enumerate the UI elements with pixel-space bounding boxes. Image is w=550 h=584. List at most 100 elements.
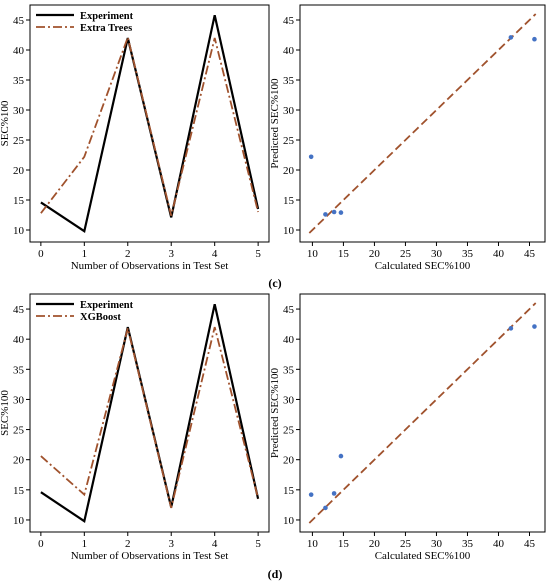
y-tick-label: 30 [283, 394, 295, 406]
y-tick-label: 35 [283, 364, 295, 376]
y-tick-label: 10 [13, 515, 25, 527]
y-tick-label: 10 [283, 515, 295, 527]
x-tick-label: 2 [125, 248, 131, 260]
y-tick-label: 20 [283, 165, 295, 177]
x-tick-label: 40 [493, 538, 505, 550]
x-tick-label: 30 [431, 538, 443, 550]
y-tick-label: 15 [13, 485, 25, 497]
series-line-1 [40, 326, 259, 509]
series-line-1 [40, 34, 259, 216]
x-tick-label: 15 [338, 248, 350, 260]
y-tick-label: 25 [283, 425, 295, 437]
x-tick-label: 25 [400, 248, 412, 260]
y-tick-label: 15 [13, 195, 25, 207]
legend-label: Extra Trees [80, 23, 132, 34]
y-tick-label: 40 [283, 334, 295, 346]
plot-frame [29, 4, 270, 243]
y-tick-label: 25 [283, 135, 295, 147]
x-tick-label: 4 [212, 248, 218, 260]
y-axis-label: SEC%100 [0, 100, 11, 146]
y-tick-label: 45 [283, 15, 295, 27]
panel-caption: (c) [268, 276, 281, 290]
x-tick-label: 20 [369, 248, 381, 260]
y-axis-label: Predicted SEC%100 [269, 78, 281, 169]
y-tick-label: 20 [283, 455, 295, 467]
y-tick-label: 45 [13, 304, 25, 316]
data-point [331, 491, 337, 496]
x-tick-label: 20 [369, 538, 381, 550]
x-tick-label: 3 [168, 248, 174, 260]
data-point [308, 154, 314, 160]
x-tick-label: 0 [38, 538, 44, 550]
x-tick-label: 35 [462, 538, 474, 550]
x-axis-label: Number of Observations in Test Set [71, 260, 229, 272]
fit-line [308, 13, 537, 234]
y-tick-label: 40 [283, 45, 295, 57]
x-tick-label: 2 [125, 538, 131, 550]
x-tick-label: 5 [255, 538, 261, 550]
x-axis-label: Calculated SEC%100 [375, 260, 471, 272]
x-axis-label: Calculated SEC%100 [375, 550, 471, 562]
x-tick-label: 4 [212, 538, 218, 550]
legend-label: Experiment [80, 11, 134, 22]
x-axis-label: Number of Observations in Test Set [71, 550, 229, 562]
data-point [338, 453, 344, 459]
y-axis-label: SEC%100 [0, 390, 11, 436]
data-point [532, 324, 537, 329]
x-tick-label: 30 [431, 248, 443, 260]
panel-caption: (d) [268, 567, 283, 581]
x-tick-label: 1 [82, 538, 88, 550]
x-tick-label: 10 [307, 538, 319, 550]
data-point [331, 209, 337, 215]
data-point [508, 326, 514, 331]
plot-frame [29, 293, 270, 533]
y-tick-label: 45 [13, 15, 25, 27]
x-tick-label: 45 [524, 538, 536, 550]
y-tick-label: 40 [13, 334, 25, 346]
y-tick-label: 15 [283, 485, 295, 497]
legend-label: XGBoost [80, 312, 121, 323]
x-tick-label: 40 [493, 248, 505, 260]
y-tick-label: 30 [283, 105, 295, 117]
plot-frame [299, 4, 546, 243]
x-tick-label: 45 [524, 248, 536, 260]
x-tick-label: 10 [307, 248, 319, 260]
chart-panel-3: 10 15 20 25 30 35 40 45 10 15 20 25 30 35 40 45 Calculat… [269, 293, 546, 562]
y-tick-label: 10 [283, 225, 295, 237]
data-point [532, 36, 537, 42]
series-line-0 [40, 14, 260, 233]
data-point [308, 492, 314, 497]
legend-label: Experiment [80, 300, 134, 311]
x-tick-label: 3 [168, 538, 174, 550]
data-point [323, 505, 328, 511]
y-tick-label: 10 [13, 225, 25, 237]
x-tick-label: 0 [38, 248, 44, 260]
y-tick-label: 35 [13, 364, 25, 376]
x-tick-label: 5 [255, 248, 261, 260]
y-tick-label: 20 [13, 455, 25, 467]
y-tick-label: 20 [13, 165, 25, 177]
chart-panel-1: 10 15 20 25 30 35 40 45 10 15 20 25 30 35 40 45 Calculat… [269, 4, 546, 272]
x-tick-label: 35 [462, 248, 474, 260]
y-tick-label: 25 [13, 425, 25, 437]
data-point [323, 212, 328, 217]
y-tick-label: 35 [13, 75, 25, 87]
plot-frame [299, 293, 546, 533]
data-point [338, 210, 344, 215]
y-tick-label: 15 [283, 195, 295, 207]
data-point [508, 35, 514, 40]
y-tick-label: 45 [283, 304, 295, 316]
fit-line [308, 302, 537, 524]
series-line-0 [40, 303, 260, 524]
x-tick-label: 15 [338, 538, 350, 550]
y-tick-label: 35 [283, 75, 295, 87]
x-tick-label: 25 [400, 538, 412, 550]
y-tick-label: 25 [13, 135, 25, 147]
x-tick-label: 1 [82, 248, 88, 260]
y-tick-label: 40 [13, 45, 25, 57]
y-tick-label: 30 [13, 105, 25, 117]
y-axis-label: Predicted SEC%100 [269, 367, 281, 458]
